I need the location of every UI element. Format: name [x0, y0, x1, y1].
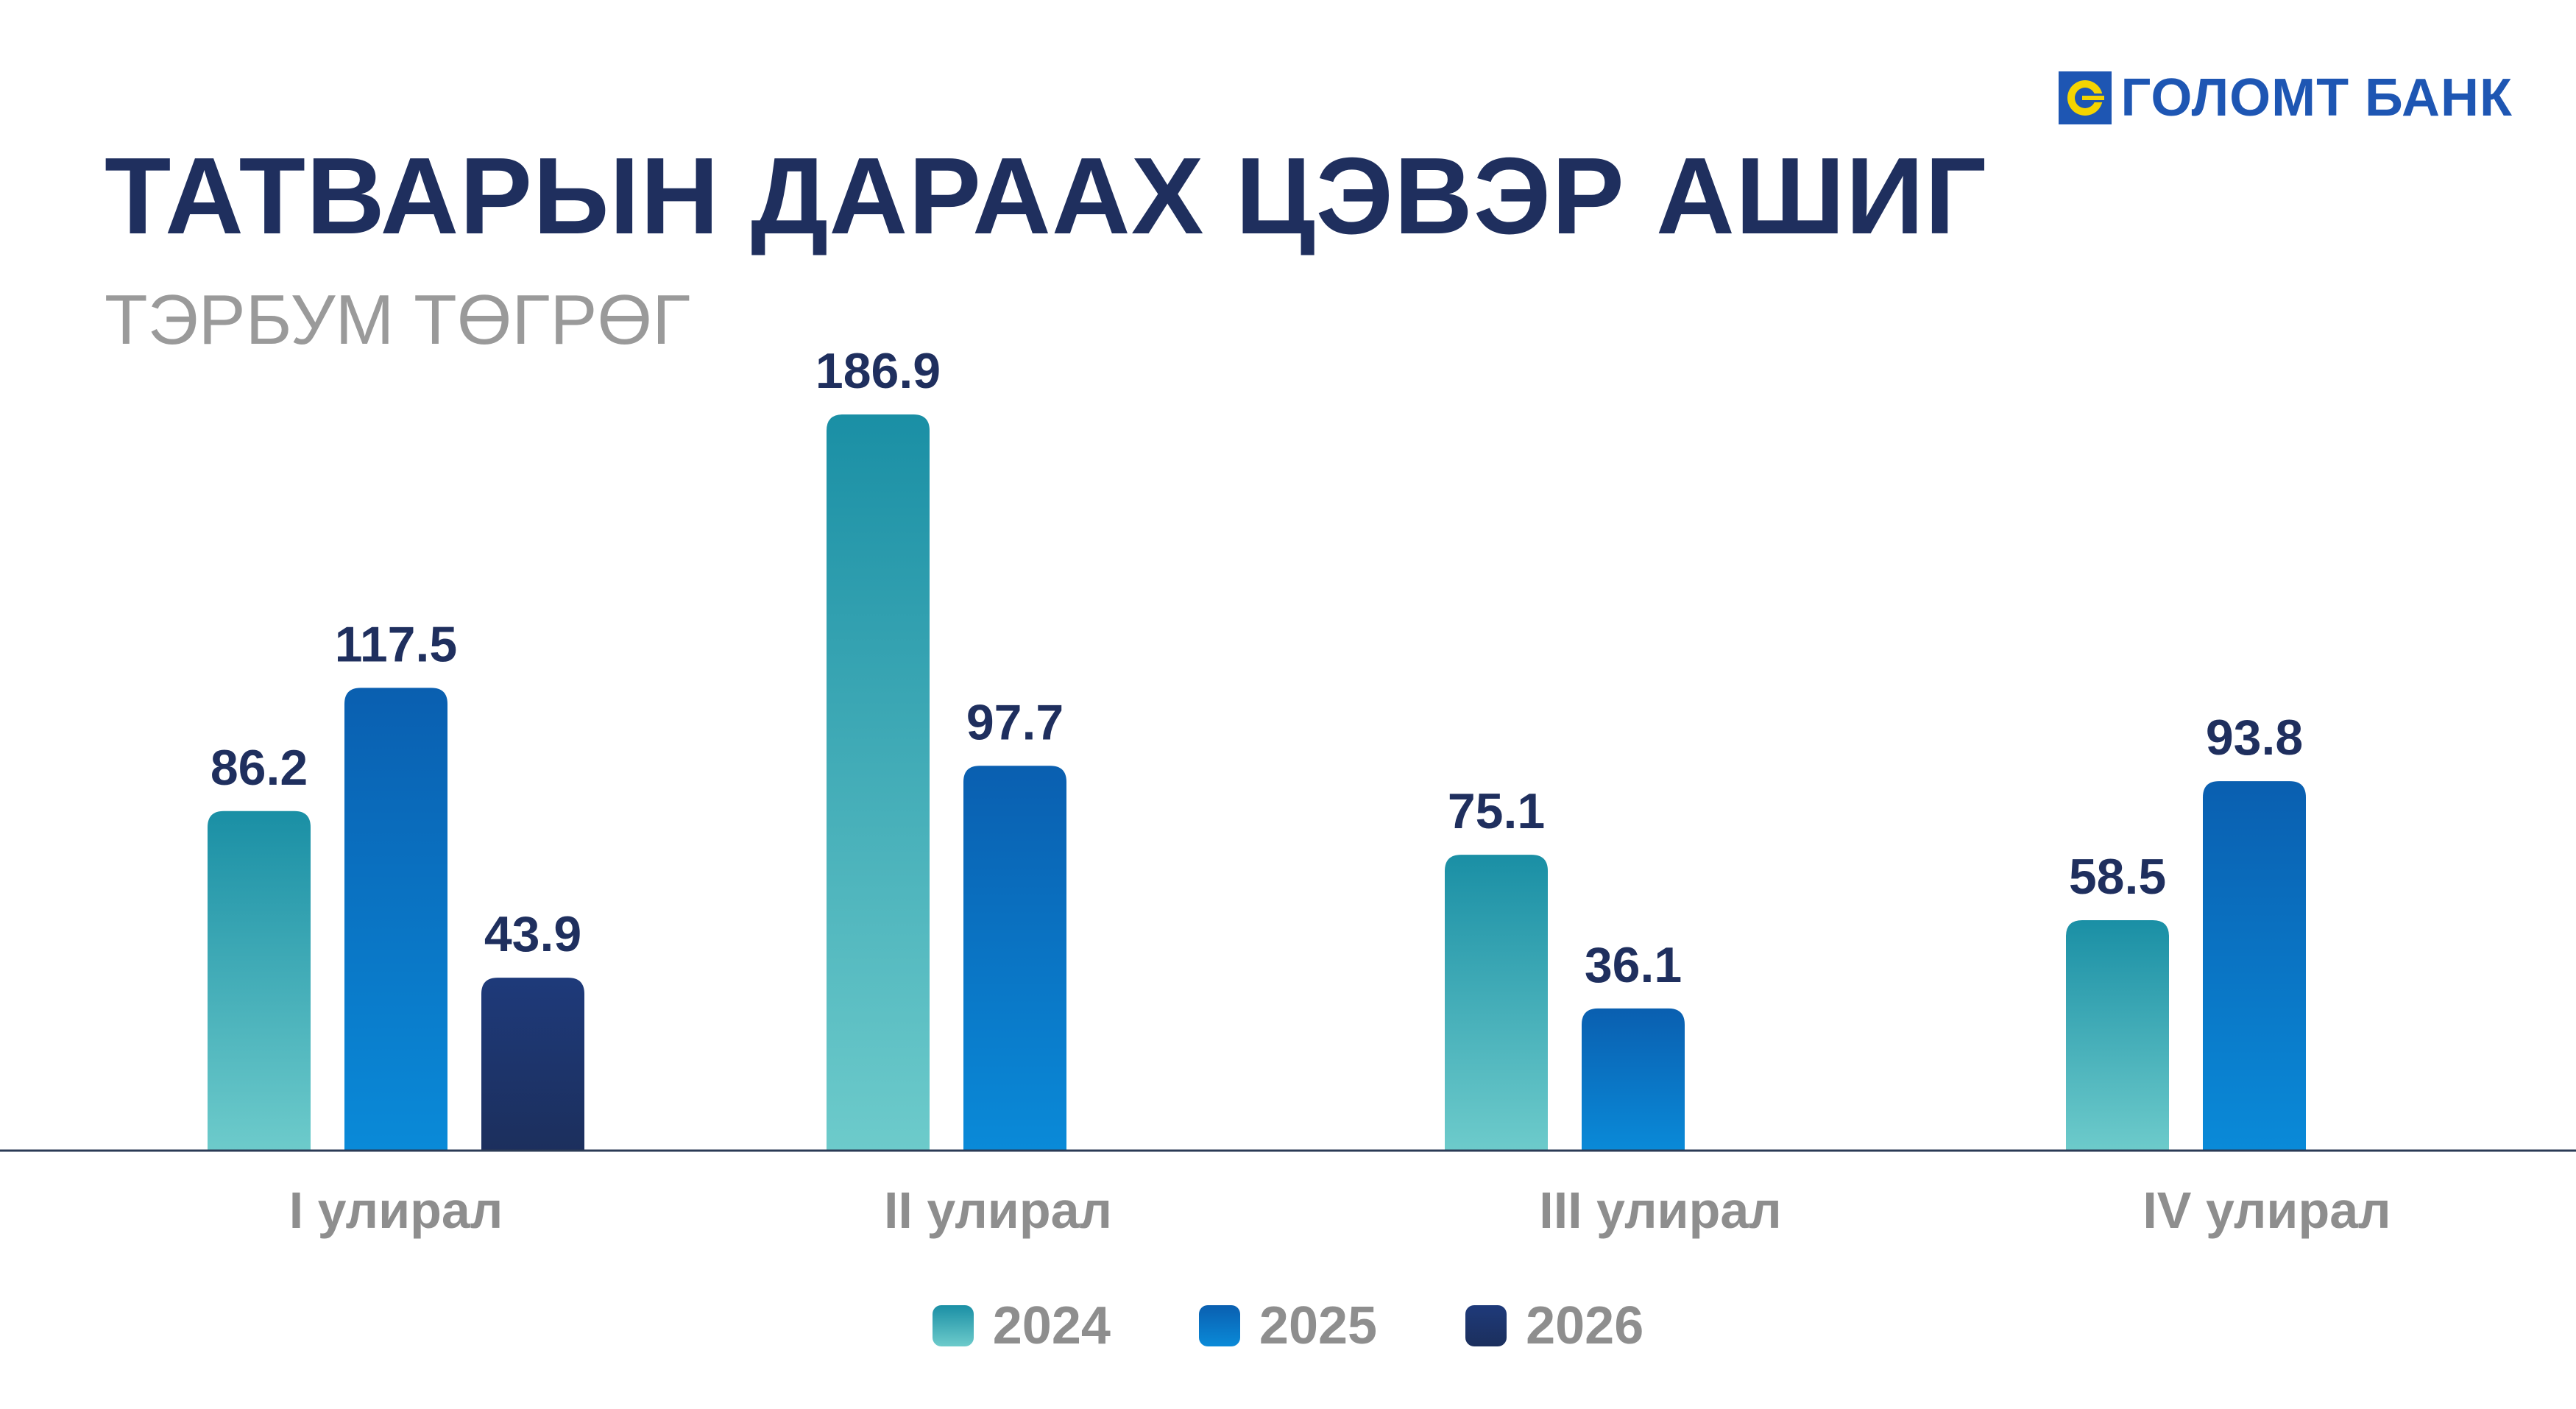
bar-2025-q3: [1582, 1008, 1685, 1151]
legend-label-2024: 2024: [992, 1296, 1111, 1355]
data-label-2025-q4: 93.8: [2206, 710, 2303, 766]
x-tick-label-q1: I улирал: [289, 1182, 503, 1239]
data-label-2024-q3: 75.1: [1448, 783, 1545, 839]
legend-label-2026: 2026: [1526, 1296, 1644, 1355]
bar-2026-q1: [481, 978, 584, 1151]
data-label-2024-q4: 58.5: [2069, 849, 2166, 905]
legend-swatch-2026: [1465, 1305, 1507, 1346]
chart-subtitle: ТЭРБУМ ТӨГРӨГ: [105, 280, 691, 359]
legend-swatch-2025: [1198, 1305, 1240, 1346]
data-label-2025-q1: 117.5: [335, 616, 457, 672]
data-label-2026-q1: 43.9: [484, 906, 581, 962]
bar-2025-q1: [344, 688, 447, 1151]
legend-label-2025: 2025: [1259, 1296, 1378, 1355]
legend: 2024 2025 2026: [0, 1296, 2576, 1356]
brand-logo: ГОЛОМТ БАНК: [2059, 68, 2513, 128]
bar-2024-q3: [1445, 855, 1548, 1151]
data-label-2025-q3: 36.1: [1585, 937, 1682, 993]
golomt-logo-icon: [2059, 71, 2112, 124]
legend-item-2024: 2024: [932, 1296, 1111, 1356]
legend-item-2025: 2025: [1198, 1296, 1378, 1356]
bar-2024-q1: [208, 811, 311, 1151]
bar-2025-q2: [963, 766, 1066, 1151]
data-label-2024-q1: 86.2: [210, 740, 308, 796]
legend-item-2026: 2026: [1465, 1296, 1643, 1356]
chart-title: ТАТВАРЫН ДАРААХ ЦЭВЭР АШИГ: [105, 135, 1987, 257]
data-label-2024-q2: 186.9: [815, 343, 941, 399]
bar-2024-q2: [827, 414, 930, 1151]
x-tick-label-q2: II улирал: [884, 1182, 1112, 1239]
bar-2025-q4: [2203, 781, 2306, 1151]
legend-swatch-2024: [932, 1305, 974, 1346]
brand-name: ГОЛОМТ БАНК: [2120, 68, 2513, 127]
data-label-2025-q2: 97.7: [966, 694, 1064, 750]
x-tick-label-q4: IV улирал: [2142, 1182, 2391, 1239]
bar-2024-q4: [2066, 919, 2169, 1151]
x-tick-label-q3: III улирал: [1539, 1182, 1781, 1239]
